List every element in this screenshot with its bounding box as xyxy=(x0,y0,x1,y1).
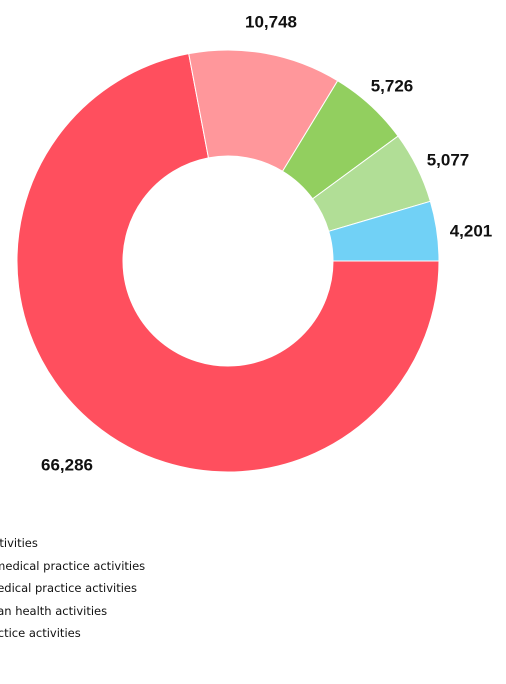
legend-label: t medical practice activities xyxy=(0,558,146,573)
legend-label: man health activities xyxy=(0,603,108,618)
legend-item: ractice activities xyxy=(0,622,145,645)
legend-item: medical practice activities xyxy=(0,577,145,600)
data-label-3: 5,726 xyxy=(371,76,414,95)
legend-item: man health activities xyxy=(0,600,145,623)
slices-group xyxy=(16,49,440,473)
data-label-5: 4,201 xyxy=(450,221,493,240)
slice-5 xyxy=(328,200,440,262)
slice-1 xyxy=(16,53,440,473)
data-labels-group: 66,286 10,748 5,726 5,077 4,201 xyxy=(41,12,492,474)
legend-label: medical practice activities xyxy=(0,581,137,595)
legend-item: t medical practice activities xyxy=(0,555,145,578)
data-label-2: 10,748 xyxy=(245,12,297,31)
data-label-1: 66,286 xyxy=(41,455,93,474)
legend-item: activities xyxy=(0,532,145,555)
legend-label: activities xyxy=(0,536,38,550)
donut-chart: 66,286 10,748 5,726 5,077 4,201 xyxy=(16,12,492,474)
legend-label: ractice activities xyxy=(0,626,81,640)
legend: activities t medical practice activities m… xyxy=(0,532,145,645)
data-label-4: 5,077 xyxy=(427,150,470,169)
